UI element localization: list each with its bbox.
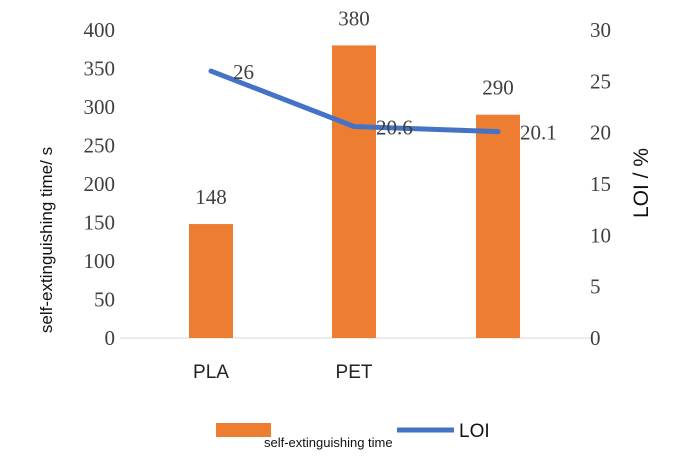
category-label: PLA bbox=[193, 362, 229, 383]
legend-label-loi: LOI bbox=[459, 421, 490, 442]
y-tick-left: 100 bbox=[84, 249, 116, 273]
y-axis-title-left: self-extinguishing time/ s bbox=[37, 147, 56, 333]
bar bbox=[189, 224, 233, 338]
bar-series-self-extinguishing-time bbox=[189, 45, 520, 339]
legend: self-extinguishing time LOI bbox=[216, 421, 490, 450]
bar-data-labels: 148 380 290 bbox=[195, 6, 514, 209]
loi-data-label: 26 bbox=[233, 60, 254, 84]
y-tick-right: 5 bbox=[590, 275, 601, 299]
y-tick-left: 150 bbox=[84, 211, 116, 235]
loi-data-label: 20.1 bbox=[520, 121, 557, 145]
category-label: PET bbox=[336, 362, 373, 383]
y-tick-right: 25 bbox=[590, 69, 611, 93]
left-axis-ticks: 0 50 100 150 200 250 300 350 400 bbox=[84, 18, 116, 350]
bar bbox=[476, 114, 520, 338]
bar-data-label: 148 bbox=[195, 185, 227, 209]
bar-data-label: 290 bbox=[482, 76, 514, 100]
bar-data-label: 380 bbox=[338, 6, 370, 30]
y-tick-left: 400 bbox=[84, 18, 116, 42]
y-tick-left: 50 bbox=[94, 288, 115, 312]
y-tick-left: 250 bbox=[84, 134, 116, 158]
loi-line bbox=[208, 68, 501, 135]
bar bbox=[332, 45, 376, 339]
y-tick-right: 0 bbox=[590, 326, 601, 350]
y-tick-right: 15 bbox=[590, 172, 611, 196]
y-tick-right: 30 bbox=[590, 18, 611, 42]
category-labels: PLA PET bbox=[193, 362, 373, 383]
line-series-loi bbox=[208, 68, 501, 135]
right-axis-ticks: 0 5 10 15 20 25 30 bbox=[590, 18, 611, 350]
y-tick-left: 0 bbox=[105, 326, 116, 350]
y-tick-left: 300 bbox=[84, 95, 116, 119]
loi-data-label: 20.6 bbox=[376, 116, 413, 140]
y-tick-right: 10 bbox=[590, 223, 611, 247]
legend-label-self-extinguishing-time: self-extinguishing time bbox=[264, 435, 393, 450]
y-tick-left: 350 bbox=[84, 57, 116, 81]
y-axis-title-right: LOI / % bbox=[630, 148, 653, 218]
line-data-labels: 26 20.6 20.1 bbox=[233, 60, 557, 145]
y-tick-right: 20 bbox=[590, 121, 611, 145]
legend-swatch-self-extinguishing-time bbox=[216, 423, 271, 437]
y-tick-left: 200 bbox=[84, 172, 116, 196]
